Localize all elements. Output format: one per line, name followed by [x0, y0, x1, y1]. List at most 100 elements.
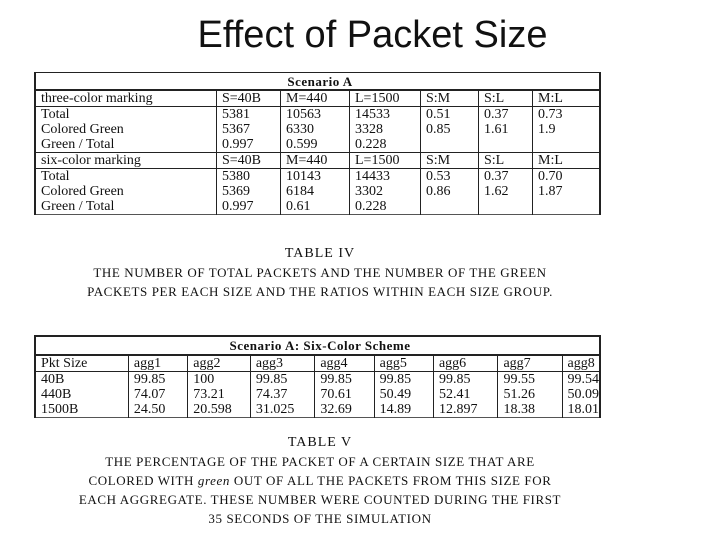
- table-cell: 5367: [216, 122, 281, 137]
- table-cell: S=40B: [216, 152, 281, 169]
- table-cell: 0.85: [420, 122, 479, 137]
- caption-line: The number of total packets and the numb…: [93, 265, 547, 280]
- table-cell: 99.54: [561, 371, 600, 387]
- table-cell: 0.61: [280, 199, 350, 215]
- table-cell: 10563: [280, 106, 350, 122]
- table-cell: 14.89: [373, 402, 434, 418]
- table-cell: 1.61: [478, 122, 533, 137]
- caption-text: out of all the packets from this size fo…: [233, 473, 552, 488]
- table-cell: [532, 199, 600, 215]
- table-cell: 52.41: [432, 387, 498, 402]
- table-cell: 50.49: [373, 387, 434, 402]
- table-row: 1500B 24.50 20.598 31.025 32.69 14.89 12…: [35, 402, 600, 418]
- table-cell: 99.85: [127, 371, 188, 387]
- table-cell: 74.37: [249, 387, 315, 402]
- table-cell: 0.73: [532, 106, 600, 122]
- table-v-label: TABLE V: [287, 435, 353, 450]
- caption-emphasis: green: [197, 473, 231, 488]
- table-cell: 3328: [349, 122, 421, 137]
- table-cell: 0.51: [420, 106, 479, 122]
- table-cell: 6330: [280, 122, 350, 137]
- table-cell: S:M: [420, 152, 479, 169]
- caption-line: The percentage of the packet of a certai…: [105, 454, 535, 469]
- table-cell: 0.997: [216, 199, 281, 215]
- table-row: 40B 99.85 100 99.85 99.85 99.85 99.85 99…: [35, 371, 600, 387]
- table-row: Green / Total 0.997 0.599 0.228: [35, 137, 600, 153]
- table-cell: L=1500: [349, 89, 421, 107]
- caption-text: colored with: [88, 473, 195, 488]
- caption-line: each aggregate. These number were counte…: [78, 492, 562, 507]
- table-cell: agg1: [127, 355, 188, 372]
- table-row: 440B 74.07 73.21 74.37 70.61 50.49 52.41…: [35, 387, 600, 402]
- table-cell: Colored Green: [41, 184, 124, 199]
- table-cell: S:L: [478, 152, 533, 169]
- table-row: Green / Total 0.997 0.61 0.228: [35, 199, 600, 215]
- table-cell: 99.55: [497, 371, 562, 387]
- table-row: Colored Green 5369 6184 3302 0.86 1.62 1…: [35, 184, 600, 199]
- table-cell: 5380: [216, 168, 281, 184]
- table-cell: 100: [187, 371, 251, 387]
- table-cell: M:L: [532, 152, 600, 169]
- slide-title: Effect of Packet Size: [197, 14, 548, 56]
- table-cell: 0.228: [349, 137, 421, 153]
- table-cell: 18.38: [497, 402, 562, 418]
- table-cell: Green / Total: [41, 137, 115, 152]
- table-cell: 0.86: [420, 184, 479, 199]
- table-cell: 50.09: [561, 387, 600, 402]
- table-cell: 0.228: [349, 199, 421, 215]
- table-cell: [420, 199, 479, 215]
- table-cell: 99.85: [373, 371, 434, 387]
- table-cell: S:L: [478, 89, 533, 107]
- table-iv-scenario-title: Scenario A: [35, 72, 600, 91]
- table-cell: 0.997: [216, 137, 281, 153]
- table-cell: 1500B: [41, 402, 79, 417]
- table-cell: 1.9: [532, 122, 600, 137]
- table-cell: S=40B: [216, 89, 281, 107]
- table-cell: Total: [41, 107, 70, 122]
- table-cell: agg7: [497, 355, 562, 372]
- table-row: Total 5380 10143 14433 0.53 0.37 0.70: [35, 168, 600, 184]
- table-cell: S:M: [420, 89, 479, 107]
- table-cell: agg8: [561, 355, 600, 372]
- table-row: Total 5381 10563 14533 0.51 0.37 0.73: [35, 106, 600, 122]
- table-cell: 0.599: [280, 137, 350, 153]
- table-cell: 0.53: [420, 168, 479, 184]
- table-cell: 12.897: [432, 402, 498, 418]
- table-cell: Colored Green: [41, 122, 124, 137]
- table-cell: agg2: [187, 355, 251, 372]
- table-iv-header-three-color: three-color marking S=40B M=440 L=1500 S…: [35, 89, 600, 107]
- table-cell: [478, 137, 533, 153]
- table-cell: 5381: [216, 106, 281, 122]
- caption-line: colored with green out of all the packet…: [30, 471, 610, 490]
- table-cell: agg4: [314, 355, 375, 372]
- table-cell: L=1500: [349, 152, 421, 169]
- table-cell: [420, 137, 479, 153]
- table-cell: Green / Total: [41, 199, 115, 214]
- table-cell: 18.01: [561, 402, 600, 418]
- table-cell: 440B: [41, 387, 72, 402]
- table-cell: three-color marking: [35, 89, 217, 107]
- table-cell: 51.26: [497, 387, 562, 402]
- caption-line: packets per each size and the ratios wit…: [87, 284, 553, 299]
- table-cell: 31.025: [249, 402, 315, 418]
- table-cell: 74.07: [127, 387, 188, 402]
- table-cell: M=440: [280, 152, 350, 169]
- table-cell: 99.85: [314, 371, 375, 387]
- table-row: Colored Green 5367 6330 3328 0.85 1.61 1…: [35, 122, 600, 137]
- table-v-caption: TABLE V The percentage of the packet of …: [30, 433, 610, 528]
- table-iv-header-six-color: six-color marking S=40B M=440 L=1500 S:M…: [35, 152, 600, 169]
- table-iv-label: TABLE IV: [284, 246, 356, 261]
- table-cell: 32.69: [314, 402, 375, 418]
- table-cell: 1.62: [478, 184, 533, 199]
- table-cell: 40B: [41, 372, 65, 387]
- table-v-header: Pkt Size agg1 agg2 agg3 agg4 agg5 agg6 a…: [35, 355, 600, 372]
- table-v-scenario-title: Scenario A: Six-Color Scheme: [35, 335, 600, 356]
- table-iv-caption: TABLE IV The number of total packets and…: [30, 244, 610, 301]
- caption-line: 35 seconds of the simulation: [208, 511, 432, 526]
- table-cell: Total: [41, 169, 70, 184]
- table-cell: Pkt Size: [35, 355, 129, 372]
- table-cell: six-color marking: [35, 152, 217, 169]
- table-cell: agg3: [249, 355, 315, 372]
- table-cell: [478, 199, 533, 215]
- table-cell: M:L: [532, 89, 600, 107]
